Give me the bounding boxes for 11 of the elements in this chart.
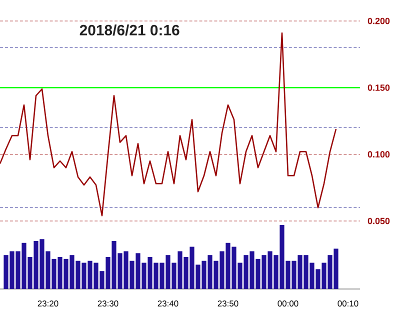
- x-tick-label: 23:20: [38, 300, 58, 307]
- x-tick-label: 23:30: [98, 300, 118, 307]
- y-tick-label: 0.100: [368, 151, 390, 158]
- y-tick-label: 0.200: [368, 18, 390, 24]
- chart-title: 2018/6/21 0:16: [80, 24, 180, 36]
- y-tick-label: 0.150: [368, 84, 390, 91]
- y-tick-label: 0.050: [368, 218, 390, 224]
- x-tick-label: 00:10: [338, 300, 358, 307]
- x-tick-label: 00:00: [278, 300, 298, 307]
- x-tick-label: 23:50: [218, 300, 238, 307]
- x-tick-label: 23:40: [158, 300, 178, 307]
